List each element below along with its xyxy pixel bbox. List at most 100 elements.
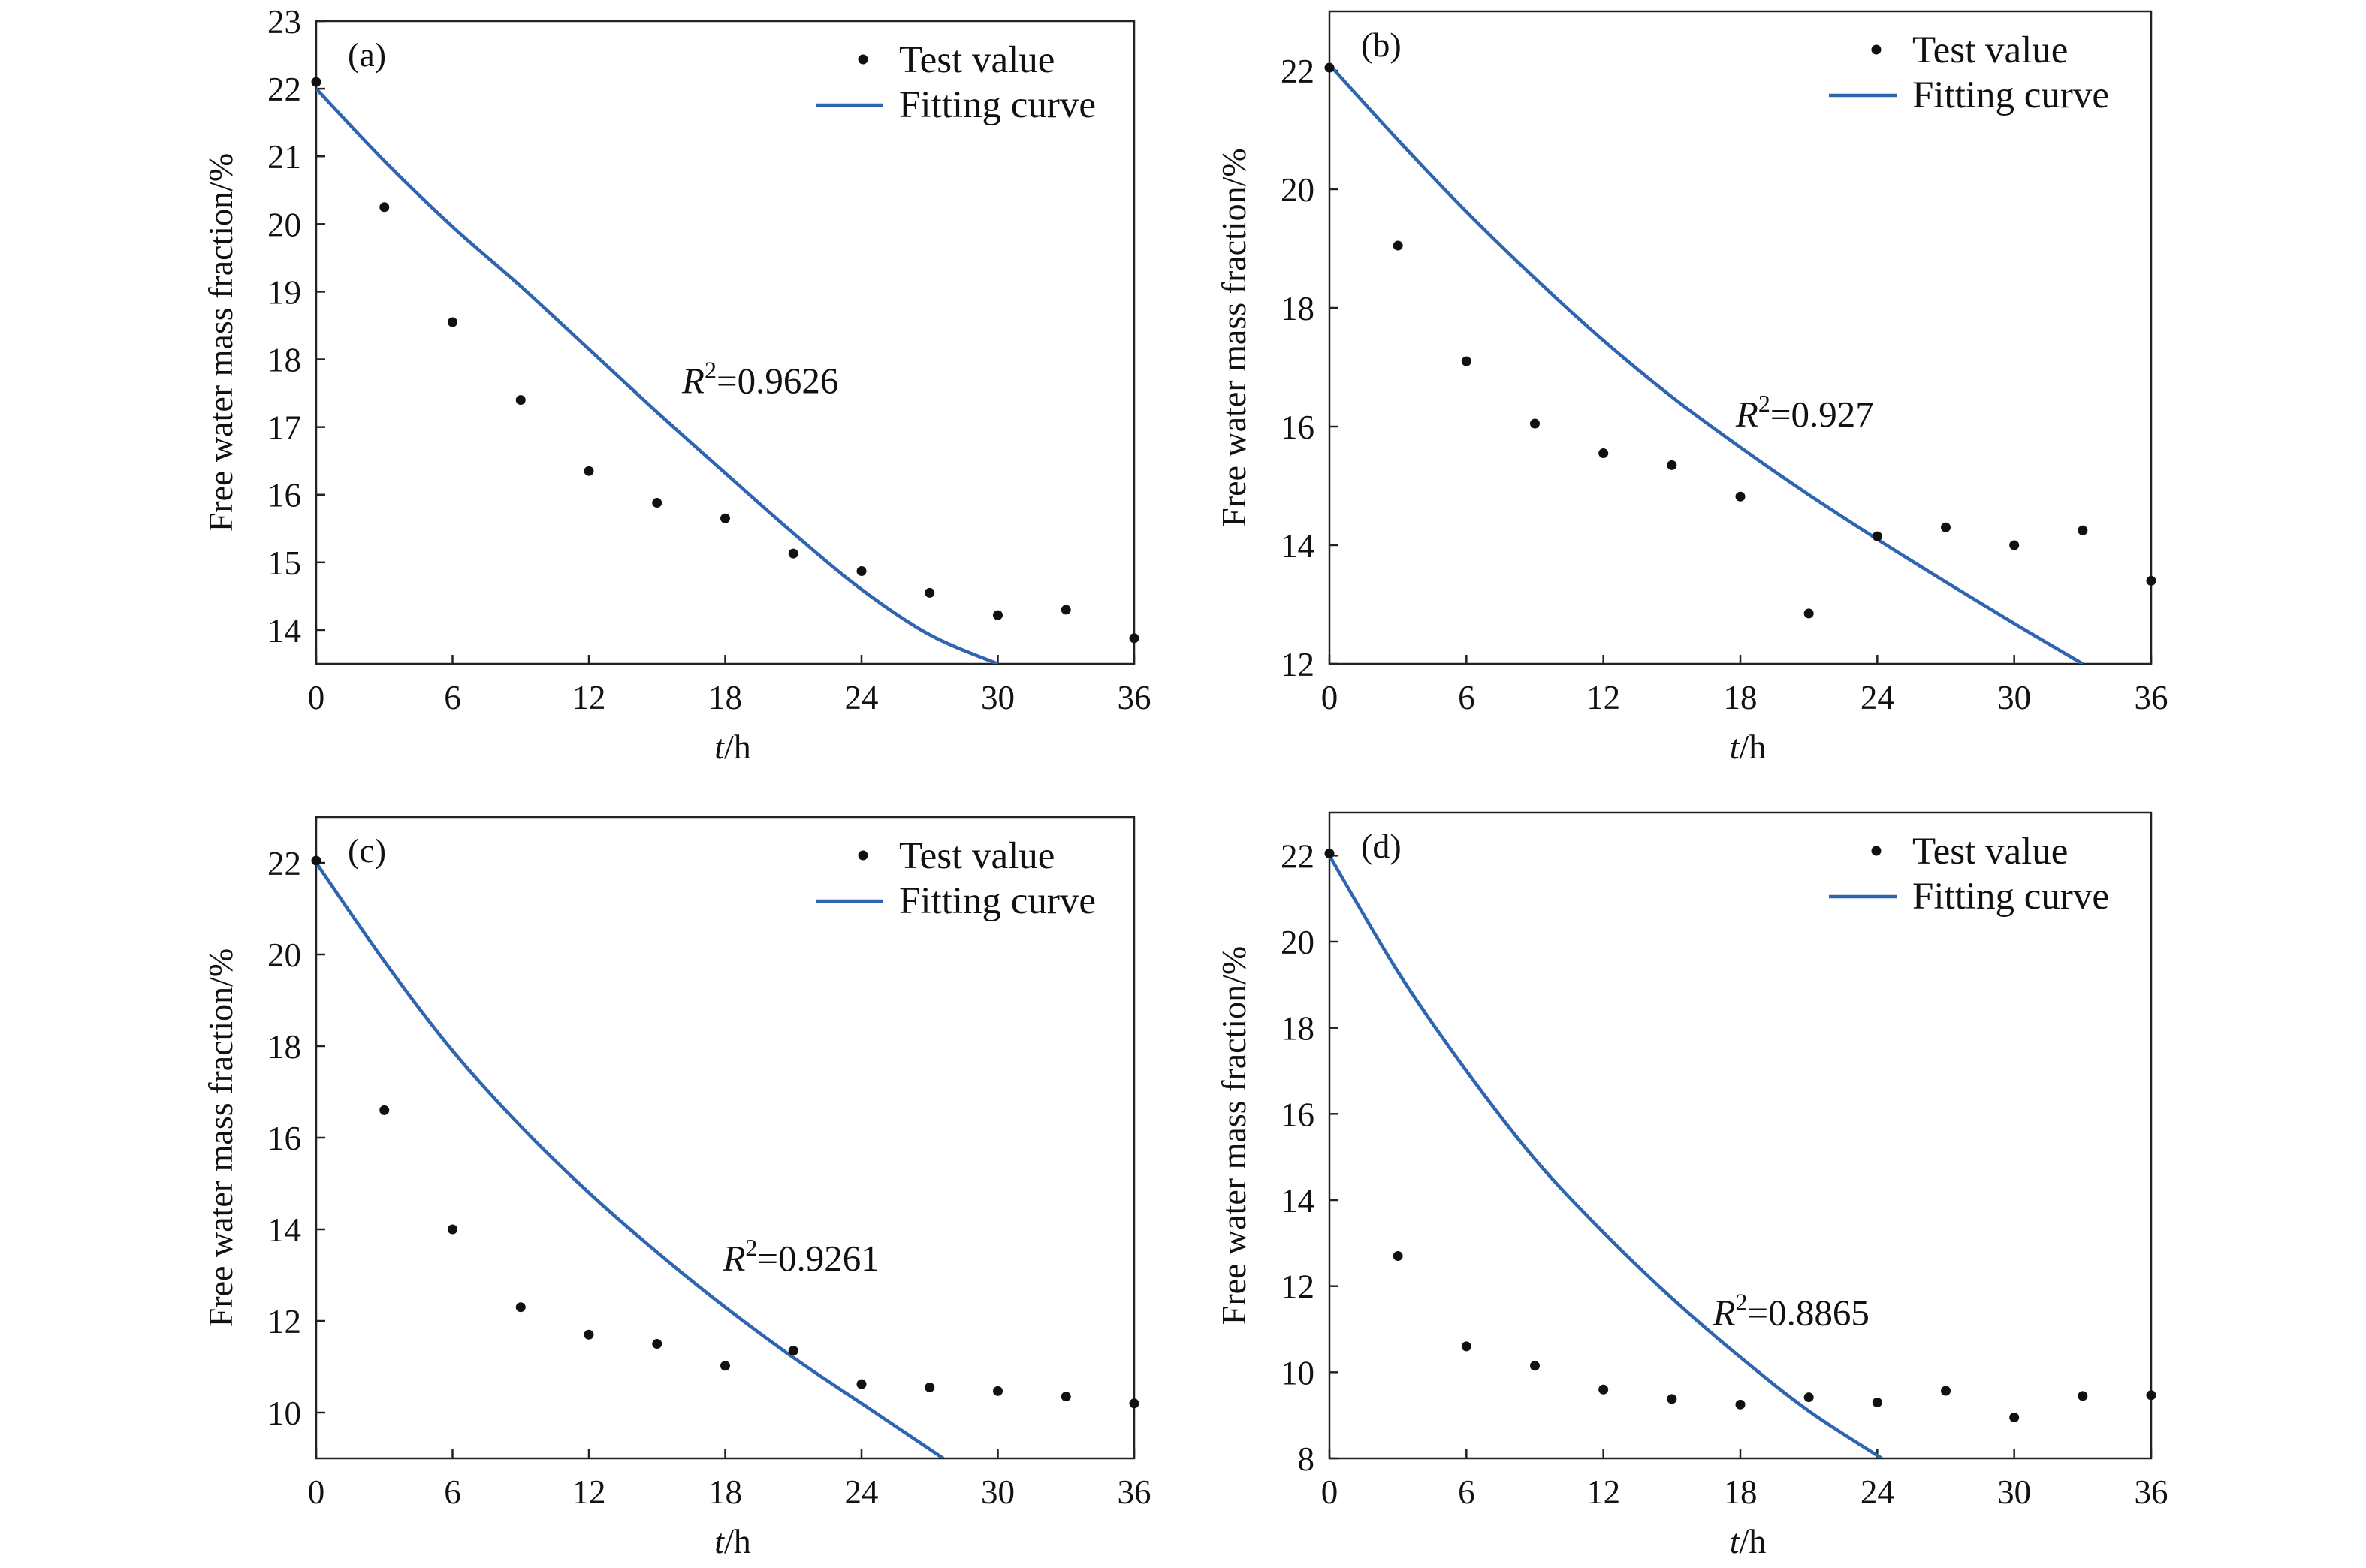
test-value-point — [1941, 522, 1951, 532]
y-tick-label: 18 — [267, 342, 301, 379]
test-value-point — [1667, 1394, 1677, 1404]
legend-test-value-marker — [1871, 44, 1882, 55]
test-value-point — [2009, 1413, 2020, 1423]
r-squared-annotation: R2=0.9261 — [722, 1234, 879, 1279]
y-tick-label: 14 — [267, 612, 301, 650]
test-value-point — [311, 855, 321, 866]
test-value-point — [311, 77, 321, 87]
y-axis-title: Free water mass fraction/% — [1215, 148, 1253, 527]
r-squared-superscript: 2 — [705, 357, 717, 384]
x-axis-variable: t — [714, 728, 725, 766]
test-value-point — [1393, 240, 1403, 251]
r-squared-value: =0.9261 — [757, 1238, 879, 1279]
y-tick-label: 8 — [1298, 1440, 1315, 1478]
x-tick-label: 18 — [1724, 1473, 1758, 1511]
y-tick-label: 16 — [1281, 1096, 1314, 1133]
legend-fitting-curve-label: Fitting curve — [899, 84, 1096, 126]
y-tick-label: 14 — [267, 1211, 301, 1249]
x-axis-title: t/h — [1730, 728, 1767, 766]
r-squared-symbol: R — [681, 360, 705, 402]
y-tick-label: 22 — [267, 71, 301, 108]
test-value-point — [1324, 62, 1335, 73]
test-value-point — [1129, 1398, 1139, 1409]
test-value-point — [1872, 1397, 1882, 1407]
x-axis-title: t/h — [714, 728, 751, 766]
y-tick-label: 20 — [267, 936, 301, 974]
r-squared-superscript: 2 — [1758, 390, 1770, 417]
y-tick-label: 16 — [1281, 409, 1314, 446]
r-squared-annotation: R2=0.9626 — [681, 357, 838, 402]
test-value-point — [1803, 1392, 1814, 1403]
chart-panel-3: 0 6 12 18 24 30 36 10 12 14 16 18 20 22 t/h Free water … — [201, 816, 1151, 1560]
r-squared-value: =0.927 — [1770, 394, 1874, 435]
test-value-point — [720, 513, 730, 523]
x-tick-label: 12 — [572, 1473, 606, 1511]
test-value-point — [1598, 1384, 1609, 1395]
test-value-point — [1941, 1386, 1951, 1396]
y-tick-label: 16 — [267, 1120, 301, 1157]
x-axis-variable: t — [714, 1522, 725, 1560]
test-value-point — [1393, 1251, 1403, 1262]
x-tick-label: 24 — [845, 679, 879, 716]
y-tick-label: 23 — [267, 3, 301, 41]
x-tick-label: 18 — [708, 1473, 742, 1511]
test-value-point — [448, 1224, 457, 1235]
r-squared-symbol: R — [722, 1238, 745, 1279]
legend-test-value-label: Test value — [899, 835, 1055, 877]
x-tick-label: 6 — [444, 1473, 461, 1511]
y-tick-label: 16 — [267, 477, 301, 514]
r-squared-annotation: R2=0.8865 — [1713, 1288, 1870, 1333]
panel-label: (b) — [1361, 26, 1402, 64]
x-tick-label: 0 — [308, 679, 325, 716]
r-squared-superscript: 2 — [745, 1234, 757, 1261]
y-tick-label: 20 — [1281, 924, 1314, 961]
x-tick-label: 30 — [981, 679, 1015, 716]
y-axis-title: Free water mass fraction/% — [201, 948, 240, 1328]
legend-test-value-marker — [1871, 846, 1882, 856]
x-tick-label: 36 — [1118, 679, 1151, 716]
x-tick-label: 36 — [2135, 1473, 2168, 1511]
test-value-point — [2078, 1391, 2088, 1401]
test-value-point — [2078, 525, 2088, 535]
x-tick-label: 18 — [708, 679, 742, 716]
x-tick-label: 12 — [1586, 1473, 1620, 1511]
r-squared-annotation: R2=0.927 — [1735, 390, 1874, 435]
x-tick-label: 36 — [2135, 679, 2168, 716]
fitting-curve-line — [1329, 63, 2084, 664]
fitting-curve-line — [316, 861, 945, 1458]
test-value-point — [379, 1105, 390, 1115]
test-value-point — [1803, 608, 1814, 619]
legend-test-value-marker — [858, 850, 868, 861]
x-tick-label: 30 — [1997, 679, 2031, 716]
r-squared-symbol: R — [1735, 394, 1758, 435]
x-axis-variable: t — [1730, 1522, 1740, 1560]
chart-panel-1: 0 6 12 18 24 30 36 14 15 16 17 18 19 20 21 22 23 t/h Free … — [201, 3, 1151, 766]
y-tick-label: 22 — [1281, 53, 1314, 90]
test-value-point — [1061, 1392, 1071, 1402]
y-tick-label: 20 — [267, 206, 301, 243]
y-tick-label: 12 — [1281, 1268, 1314, 1306]
test-value-point — [515, 1302, 526, 1313]
x-axis-unit: /h — [1740, 1522, 1767, 1560]
test-value-point — [925, 587, 935, 598]
x-tick-label: 6 — [1458, 1473, 1475, 1511]
test-value-point — [1461, 1341, 1471, 1352]
x-tick-label: 12 — [1586, 679, 1620, 716]
test-value-point — [720, 1361, 730, 1371]
y-tick-label: 10 — [1281, 1354, 1314, 1392]
test-value-point — [1530, 1361, 1540, 1371]
y-tick-label: 19 — [267, 273, 301, 311]
legend-test-value-label: Test value — [1912, 29, 2068, 71]
panel-label: (a) — [348, 35, 386, 74]
x-tick-label: 24 — [1861, 1473, 1894, 1511]
test-value-point — [1667, 460, 1677, 470]
y-tick-label: 12 — [1281, 646, 1314, 683]
x-tick-label: 24 — [1861, 679, 1894, 716]
x-tick-label: 24 — [845, 1473, 879, 1511]
y-tick-label: 18 — [267, 1028, 301, 1066]
x-axis-title: t/h — [1730, 1522, 1767, 1560]
test-value-point — [1061, 605, 1071, 615]
chart-panel-4: 0 6 12 18 24 30 36 8 10 12 14 16 18 20 22 t/h Free water… — [1215, 811, 2168, 1560]
test-value-point — [856, 566, 867, 577]
test-value-point — [584, 1329, 594, 1340]
